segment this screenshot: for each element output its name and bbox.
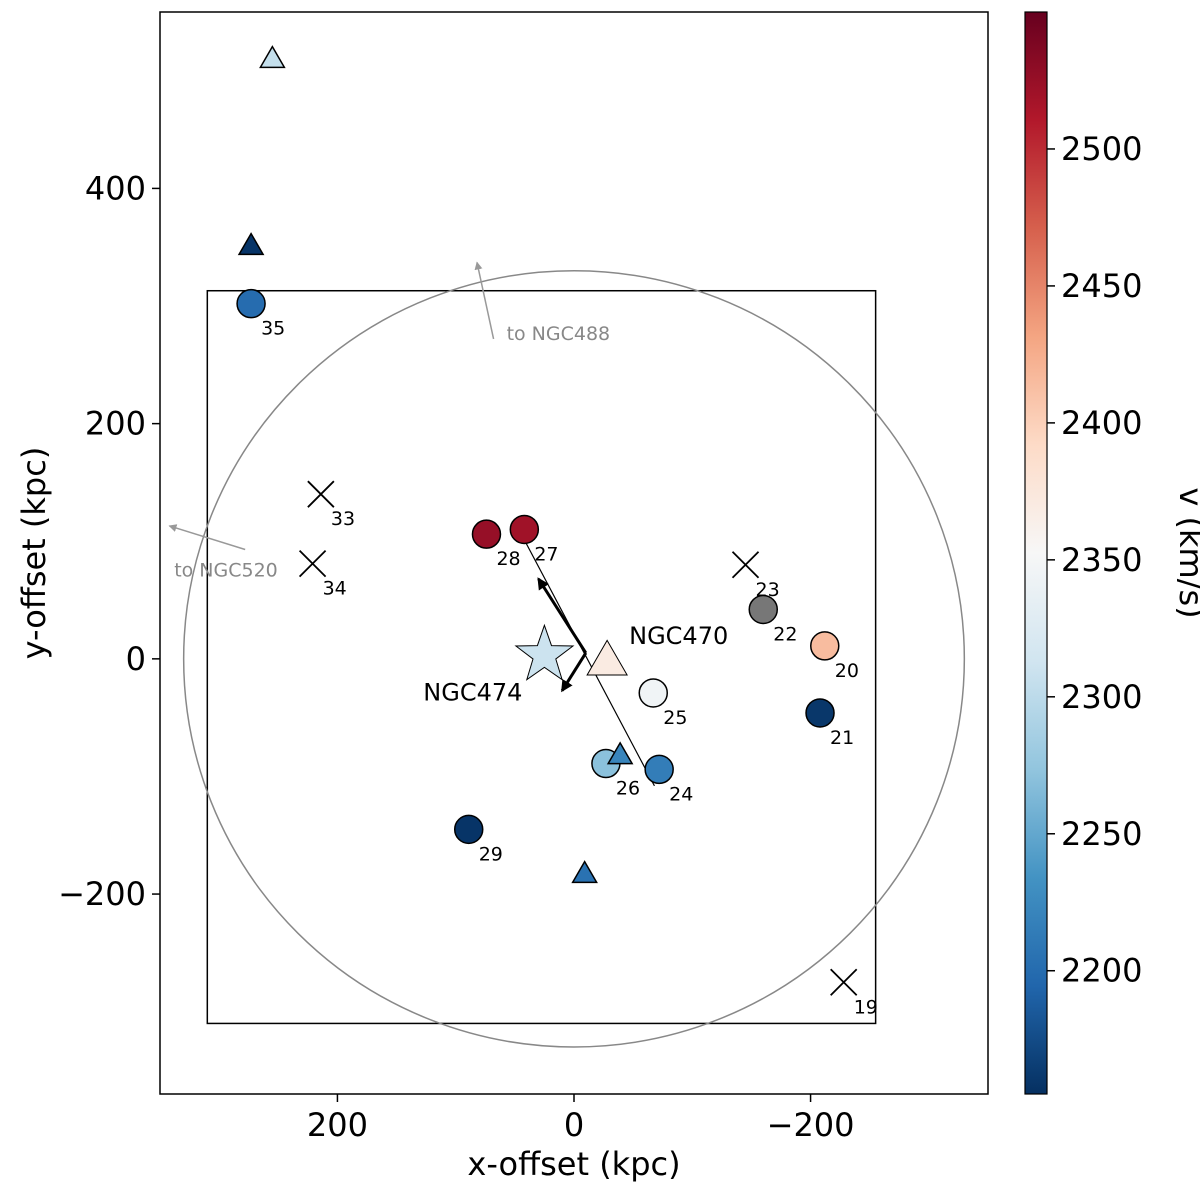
y-tick-label: 200 (85, 405, 146, 443)
to-ngc520-label: to NGC520 (174, 560, 278, 582)
point-34-marker (298, 549, 327, 578)
point-22-label: 22 (773, 623, 797, 645)
x-tick-label: 0 (564, 1106, 584, 1144)
point-27-marker (509, 514, 540, 545)
point-33-label: 33 (331, 508, 355, 530)
point-22-marker (748, 594, 779, 625)
x-tick-label: 200 (307, 1106, 368, 1144)
colorbar-tick-label: 2450 (1061, 267, 1142, 305)
point-28-label: 28 (496, 548, 520, 570)
to-ngc520-arrow (168, 524, 246, 551)
point-34-label: 34 (323, 578, 347, 600)
colorbar: 2200 2250 2300 2350 2400 2450 2500 (1024, 11, 1142, 1095)
ngc470-marker (586, 639, 628, 676)
to-ngc488-label: to NGC488 (507, 323, 611, 345)
y-axis-label: y-offset (kpc) (15, 447, 53, 660)
plot-frame (159, 11, 989, 1095)
point-t1-marker (259, 45, 286, 69)
point-t3-marker (606, 741, 634, 765)
point-21-label: 21 (830, 727, 854, 749)
point-26-label: 26 (616, 778, 640, 800)
ngc474-marker (514, 623, 575, 681)
point-28-marker (471, 519, 502, 549)
virial-circle (182, 269, 966, 1048)
colorbar-tick-label: 2350 (1061, 541, 1142, 579)
vector-up (537, 577, 588, 654)
point-19-label: 19 (854, 996, 878, 1018)
plot-area: 200 0 −200 400 200 0 −200 to NGC488 to NGC520 19 2… (58, 11, 989, 1144)
colorbar-gradient (1024, 11, 1048, 1095)
survey-box (206, 289, 877, 1025)
ngc470-label: NGC470 (629, 622, 728, 650)
point-35-marker (236, 288, 266, 319)
point-35-label: 35 (261, 318, 285, 340)
vector-down (560, 652, 588, 693)
colorbar-tick-label: 2300 (1061, 678, 1142, 716)
point-24-marker (644, 754, 674, 785)
point-27-label: 27 (534, 543, 558, 565)
point-23-marker (731, 551, 760, 579)
colorbar-tick-label: 2500 (1061, 130, 1142, 168)
point-19-marker (830, 968, 858, 996)
point-t2-marker (237, 232, 265, 256)
x-tick-label: −200 (767, 1106, 855, 1144)
y-tick-label: 400 (85, 169, 146, 207)
point-25-marker (638, 678, 669, 708)
point-23-label: 23 (756, 579, 780, 601)
point-33-marker (307, 480, 335, 508)
point-21-marker (805, 698, 835, 728)
point-t4-marker (571, 860, 598, 884)
x-axis-label: x-offset (kpc) (467, 1145, 680, 1183)
colorbar-tick-label: 2250 (1061, 815, 1142, 853)
point-29-marker (453, 814, 484, 845)
ngc474-label: NGC474 (423, 678, 522, 706)
to-ngc488-arrow (474, 261, 495, 340)
connector-line (521, 535, 655, 787)
point-20-label: 20 (835, 660, 859, 682)
point-29-label: 29 (479, 843, 503, 865)
y-tick-label: 0 (126, 640, 146, 678)
y-tick-label: −200 (58, 875, 146, 913)
colorbar-label: v (km/s) (1172, 487, 1200, 618)
point-25-label: 25 (663, 707, 687, 729)
point-24-label: 24 (669, 783, 693, 805)
colorbar-tick-label: 2200 (1061, 952, 1142, 990)
point-20-marker (810, 631, 840, 661)
colorbar-tick-label: 2400 (1061, 404, 1142, 442)
